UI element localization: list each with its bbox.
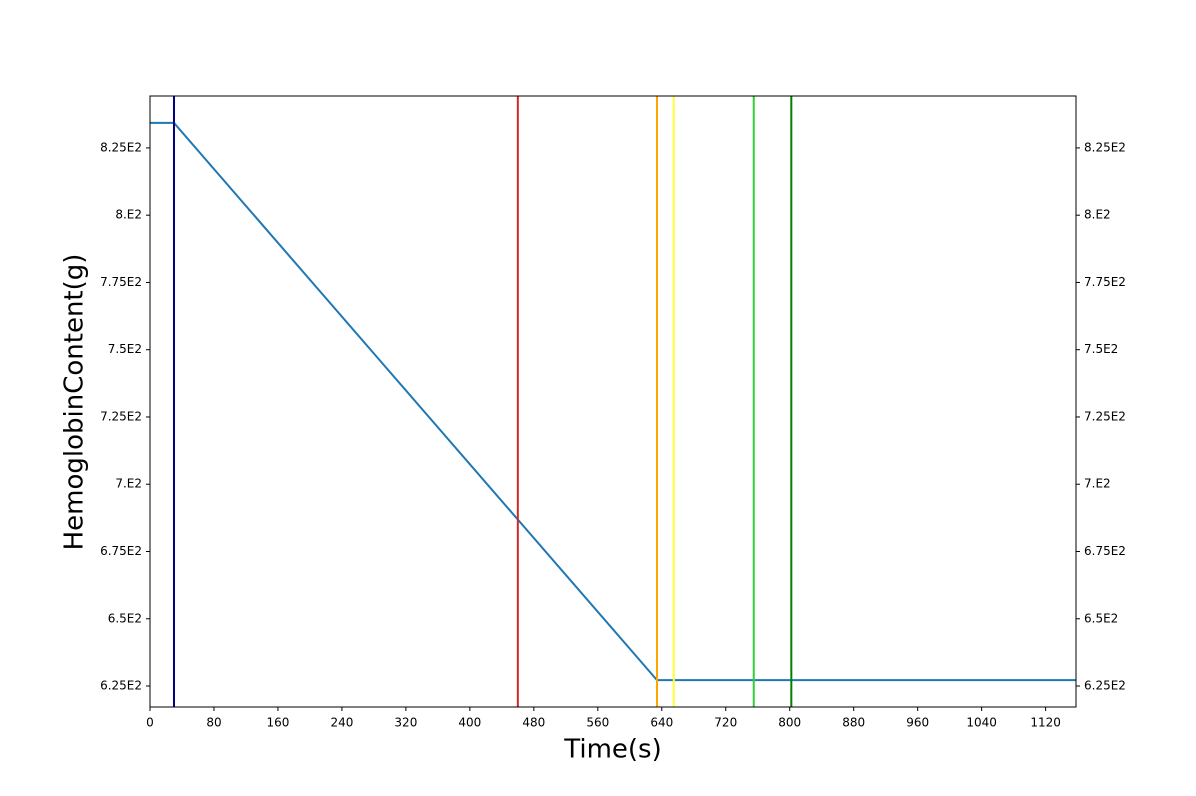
y2-tick-label: 8.E2 — [1084, 208, 1111, 222]
y2-tick-label: 7.E2 — [1084, 477, 1111, 491]
y2-tick-label: 7.5E2 — [1084, 342, 1118, 356]
x-tick-label: 960 — [906, 716, 929, 730]
x-axis-label: Time(s) — [563, 735, 661, 765]
y-tick-label: 6.5E2 — [108, 611, 142, 625]
y2-tick-label: 6.5E2 — [1084, 611, 1118, 625]
x-tick-label: 880 — [842, 716, 865, 730]
x-tick-label: 720 — [714, 716, 737, 730]
y-tick-label: 8.25E2 — [100, 140, 142, 154]
x-tick-label: 0 — [146, 716, 154, 730]
y-tick-label: 7.E2 — [115, 477, 142, 491]
y-tick-label: 7.75E2 — [100, 275, 142, 289]
y-tick-label: 7.25E2 — [100, 409, 142, 423]
y2-tick-label: 7.25E2 — [1084, 409, 1126, 423]
y-tick-label: 8.E2 — [115, 208, 142, 222]
line — [150, 121, 1076, 682]
y-axis-label: HemoglobinContent(g) — [60, 254, 90, 551]
x-tick-label: 160 — [266, 716, 289, 730]
x-tick-label: 1040 — [966, 716, 997, 730]
y-tick-label: 6.25E2 — [100, 679, 142, 693]
x-tick-label: 640 — [650, 716, 673, 730]
x-tick-label: 480 — [522, 716, 545, 730]
x-tick-label: 80 — [206, 716, 221, 730]
x-tick-label: 400 — [458, 716, 481, 730]
x-tick-label: 1120 — [1030, 716, 1061, 730]
plot-frame — [149, 95, 1077, 708]
y-tick-label: 6.75E2 — [100, 544, 142, 558]
y2-tick-label: 6.75E2 — [1084, 544, 1126, 558]
x-tick-label: 800 — [778, 716, 801, 730]
y-tick-label: 7.5E2 — [108, 342, 142, 356]
x-tick-label: 320 — [394, 716, 417, 730]
x-tick-label: 240 — [330, 716, 353, 730]
y2-tick-label: 8.25E2 — [1084, 140, 1126, 154]
x-tick-label: 560 — [586, 716, 609, 730]
y2-tick-label: 7.75E2 — [1084, 275, 1126, 289]
y2-tick-label: 6.25E2 — [1084, 679, 1126, 693]
